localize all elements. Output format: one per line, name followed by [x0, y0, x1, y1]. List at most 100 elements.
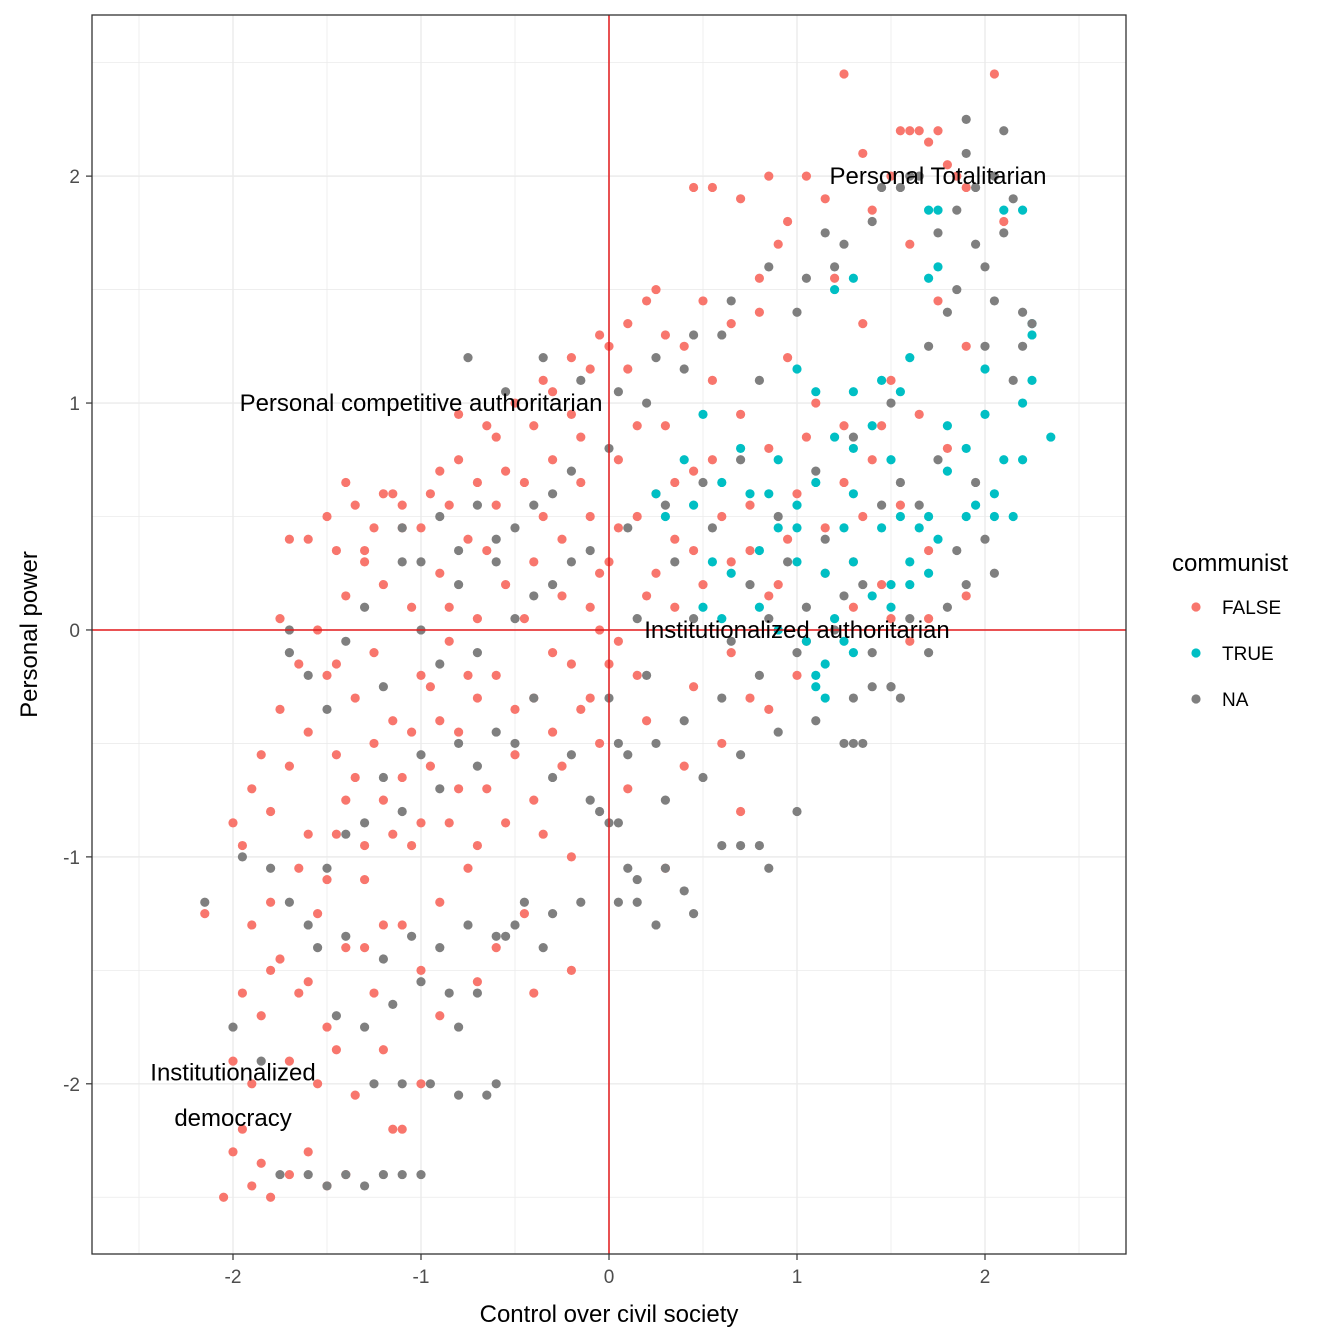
data-point-na [698, 477, 708, 488]
data-point-false [689, 682, 699, 692]
data-point-false [877, 421, 887, 431]
data-point-false [219, 1192, 229, 1202]
data-point-false [529, 988, 539, 998]
data-point-na [660, 500, 671, 510]
data-point-false [407, 727, 417, 737]
data-point-false [764, 171, 774, 181]
data-point-false [519, 614, 530, 624]
data-point-na [576, 897, 586, 907]
data-point-na [820, 228, 830, 238]
data-point-false [632, 670, 642, 680]
data-point-na [454, 738, 464, 749]
data-point-na [792, 648, 802, 658]
data-point-na [397, 1169, 407, 1180]
data-point-false [613, 455, 624, 465]
data-point-false [228, 818, 238, 828]
data-point-false [369, 738, 379, 749]
reference-lines [92, 15, 1126, 1254]
data-point-na [1008, 375, 1018, 385]
data-point-na [642, 398, 652, 408]
data-point-false [858, 319, 868, 329]
data-point-true [754, 602, 765, 612]
data-point-na [585, 795, 595, 805]
data-point-false [284, 1169, 294, 1180]
data-point-false [557, 761, 567, 771]
data-point-false [989, 69, 1000, 79]
data-point-na [895, 477, 906, 488]
data-point-false [397, 1124, 407, 1134]
legend-key [1191, 694, 1201, 704]
data-point-na [754, 670, 765, 680]
data-point-false [472, 614, 482, 624]
data-point-na [980, 262, 990, 272]
data-point-false [256, 750, 266, 760]
data-point-true [914, 523, 924, 533]
data-point-false [717, 511, 727, 522]
data-point-na [585, 545, 595, 556]
data-point-na [538, 943, 548, 953]
data-point-na [613, 387, 624, 397]
data-point-true [820, 659, 830, 669]
data-point-false [444, 636, 454, 646]
data-point-na [651, 738, 661, 749]
data-point-na [867, 648, 877, 658]
data-point-true [660, 511, 671, 522]
data-point-na [613, 897, 624, 907]
data-point-true [877, 523, 887, 533]
data-point-false [839, 421, 849, 431]
data-point-na [961, 148, 971, 159]
data-point-true [895, 511, 906, 522]
data-point-na [435, 784, 445, 794]
x-tick-label: 1 [792, 1267, 803, 1288]
data-point-true [848, 273, 859, 283]
data-point-true [905, 557, 915, 567]
data-point-na [435, 659, 445, 669]
data-point-false [886, 171, 896, 181]
data-point-na [341, 1169, 351, 1180]
data-point-false [613, 523, 624, 533]
data-point-false [623, 364, 633, 374]
data-point-false [266, 965, 276, 975]
data-point-na [275, 1169, 285, 1180]
data-point-na [491, 1079, 501, 1089]
data-point-na [632, 897, 642, 907]
data-point-na [266, 863, 276, 873]
data-point-false [670, 477, 680, 488]
data-point-na [491, 557, 501, 567]
data-point-false [247, 784, 257, 794]
data-point-false [266, 897, 276, 907]
data-point-false [294, 863, 304, 873]
data-point-false [914, 126, 924, 136]
data-point-na [764, 614, 774, 624]
data-point-true [830, 614, 840, 624]
data-point-false [388, 489, 398, 499]
data-point-false [444, 500, 454, 510]
data-point-false [491, 500, 501, 510]
data-point-false [350, 500, 360, 510]
data-point-na [642, 670, 652, 680]
data-point-false [773, 579, 783, 590]
data-point-false [350, 693, 360, 703]
data-point-na [651, 920, 661, 930]
data-point-na [773, 727, 783, 737]
data-point-false [764, 591, 774, 601]
data-point-na [961, 114, 971, 124]
data-point-false [331, 1045, 341, 1055]
data-point-na [989, 171, 1000, 181]
data-point-na [792, 806, 802, 817]
data-point-true [924, 511, 934, 522]
data-point-na [397, 523, 407, 533]
data-point-true [1046, 432, 1056, 442]
data-point-na [999, 126, 1009, 136]
data-point-false [463, 670, 473, 680]
data-point-false [378, 920, 388, 930]
data-point-false [895, 126, 906, 136]
data-point-na [764, 262, 774, 272]
data-point-true [811, 670, 821, 680]
data-point-false [407, 840, 417, 851]
data-point-false [707, 375, 718, 385]
data-point-false [341, 477, 351, 488]
data-point-false [416, 1079, 426, 1089]
data-point-false [548, 387, 558, 397]
data-point-false [369, 648, 379, 658]
